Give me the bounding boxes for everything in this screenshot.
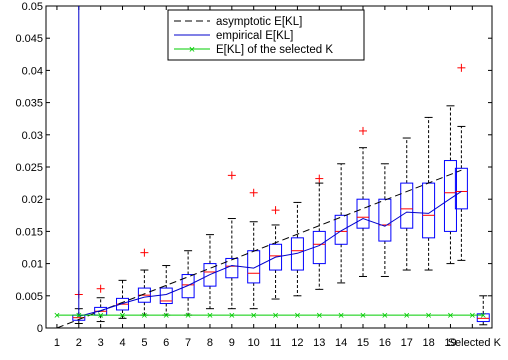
- box-selected-k-box: [454, 167, 468, 210]
- series-marker: ×: [97, 310, 103, 322]
- x-tick-label: Selected K: [448, 337, 502, 349]
- x-tick-label: 9: [229, 337, 235, 349]
- box-6-box: [159, 287, 173, 305]
- legend-label-empirical: empirical E[KL]: [216, 30, 293, 42]
- series-line-0: [56, 169, 462, 329]
- x-tick-label: 3: [98, 337, 104, 349]
- x-tick-label: 7: [185, 337, 191, 349]
- legend-swatch-selected-marker: ×: [189, 44, 195, 56]
- box-11-box: [269, 243, 283, 271]
- y-ticks: 0 0.005 0.01 0.015 0.02 0.025 0.03 0.035 0.04 0.0…: [15, 1, 492, 335]
- series-marker: ×: [294, 310, 300, 322]
- legend-label-asymptotic: asymptotic E[KL]: [216, 16, 302, 28]
- y-tick-label: 0.025: [15, 162, 43, 174]
- series-marker: ×: [119, 310, 125, 322]
- x-tick-label: 17: [401, 337, 413, 349]
- x-tick-label: 4: [119, 337, 125, 349]
- legend: asymptotic E[KL] empirical E[KL] × E[KL]…: [167, 9, 365, 61]
- series-marker: ×: [425, 310, 431, 322]
- x-tick-label: 10: [248, 337, 260, 349]
- y-tick-label: 0.01: [22, 259, 43, 271]
- series-line-1: [78, 6, 462, 318]
- x-tick-label: 18: [422, 337, 434, 349]
- y-tick-label: 0.035: [15, 98, 43, 110]
- x-tick-label: 14: [335, 337, 347, 349]
- x-tick-label: 6: [163, 337, 169, 349]
- x-tick-label: 19: [444, 337, 456, 349]
- series-marker: ×: [316, 310, 322, 322]
- y-tick-label: 0.04: [22, 65, 43, 77]
- x-tick-label: 12: [291, 337, 303, 349]
- series-marker: ×: [54, 310, 60, 322]
- x-tick-label: 16: [379, 337, 391, 349]
- x-tick-label: 1: [54, 337, 60, 349]
- series-marker: ×: [480, 310, 486, 322]
- series-marker: ×: [404, 310, 410, 322]
- box-selected-k-final-box: [476, 313, 490, 323]
- x-tick-label: 15: [357, 337, 369, 349]
- y-tick-label: 0.02: [22, 194, 43, 206]
- legend-label-selected: E[KL] of the selected K: [216, 44, 333, 56]
- box-8-box: [203, 263, 217, 287]
- x-tick-label: 8: [207, 337, 213, 349]
- y-tick-label: 0: [37, 323, 43, 335]
- series-marker: ×: [447, 310, 453, 322]
- y-tick-label: 0.05: [22, 1, 43, 13]
- series-marker: ×: [163, 310, 169, 322]
- series-marker: ×: [360, 310, 366, 322]
- box-17-box: [400, 182, 414, 229]
- y-tick-label: 0.03: [22, 130, 43, 142]
- series-marker: ×: [469, 310, 475, 322]
- x-tick-label: 11: [270, 337, 281, 349]
- x-tick-label: 13: [313, 337, 325, 349]
- series-marker: ×: [272, 310, 278, 322]
- lines: × × × × × × × × × × × × × × × × × × × × ×: [54, 6, 486, 329]
- box-15-box: [356, 198, 370, 229]
- x-tick-label: 2: [76, 337, 82, 349]
- box-14-box: [334, 214, 348, 245]
- series-marker: ×: [141, 310, 147, 322]
- series-marker: ×: [229, 310, 235, 322]
- series-marker: ×: [250, 310, 256, 322]
- series-marker: ×: [382, 310, 388, 322]
- series-marker: ×: [207, 310, 213, 322]
- x-tick-label: 5: [141, 337, 147, 349]
- box-7-box: [181, 274, 195, 299]
- box-16-box: [378, 198, 392, 242]
- series-marker: ×: [338, 310, 344, 322]
- y-tick-label: 0.005: [15, 291, 43, 303]
- y-tick-label: 0.045: [15, 33, 43, 45]
- series-marker: ×: [185, 310, 191, 322]
- y-tick-label: 0.015: [15, 226, 43, 238]
- box-19-box: [443, 160, 457, 232]
- series-marker: ×: [76, 310, 82, 322]
